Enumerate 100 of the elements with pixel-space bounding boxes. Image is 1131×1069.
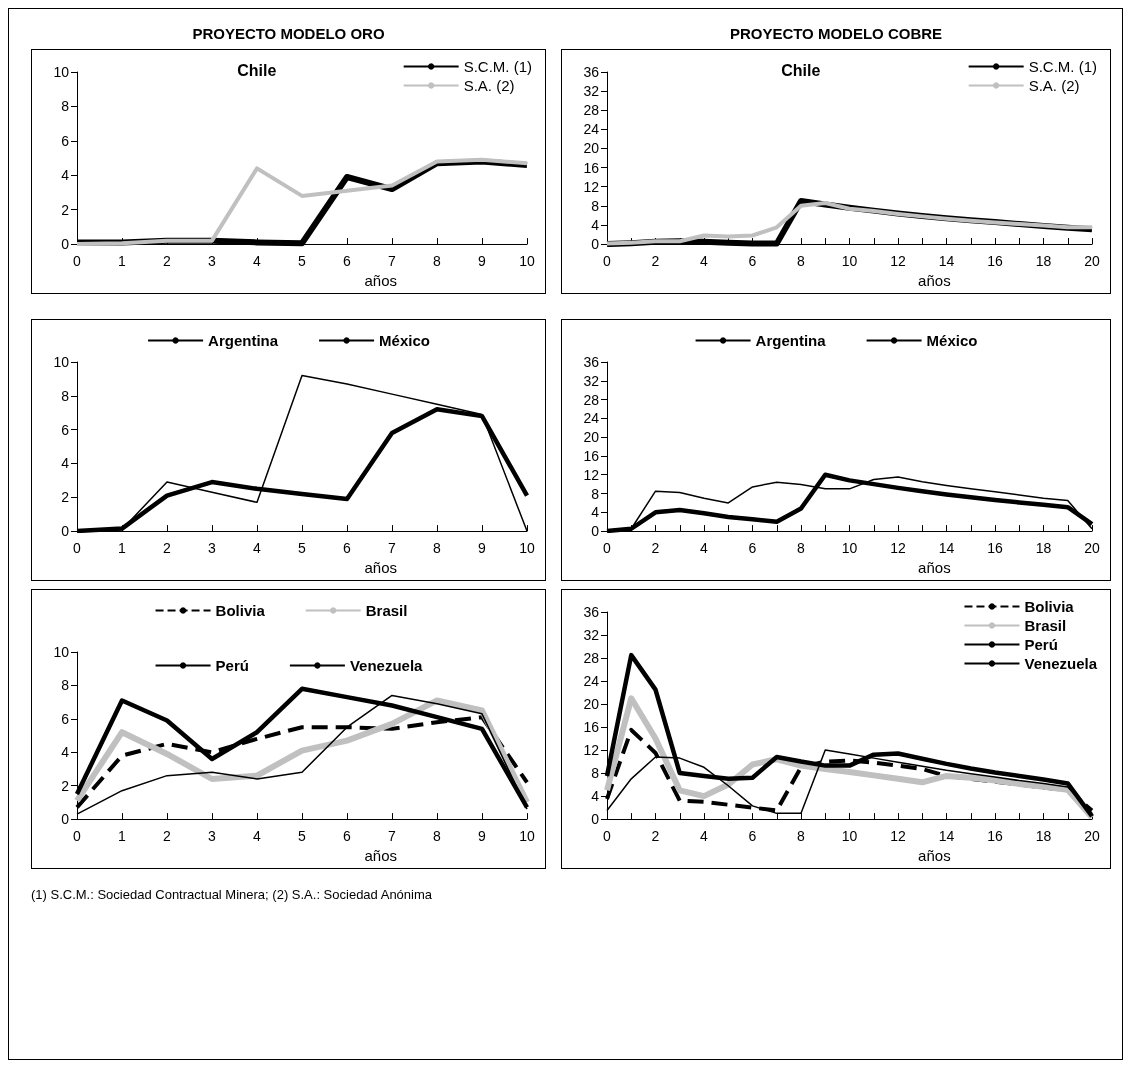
y-tick-label: 12 bbox=[583, 178, 600, 195]
y-tick-label: 16 bbox=[583, 159, 600, 176]
x-axis-title: años bbox=[918, 847, 951, 864]
y-tick-label: 0 bbox=[591, 811, 600, 828]
legend-label: S.A. (2) bbox=[1028, 77, 1080, 94]
x-tick-label: 0 bbox=[73, 828, 82, 845]
y-tick-label: 36 bbox=[583, 604, 600, 620]
y-tick-label: 28 bbox=[583, 391, 600, 408]
x-tick-label: 6 bbox=[748, 253, 757, 270]
x-tick-label: 10 bbox=[841, 540, 858, 557]
y-tick-label: 28 bbox=[583, 102, 600, 119]
x-tick-label: 2 bbox=[163, 253, 172, 270]
x-tick-label: 8 bbox=[433, 828, 442, 845]
x-tick-label: 6 bbox=[343, 253, 352, 270]
x-tick-label: 6 bbox=[748, 828, 757, 845]
y-tick-label: 0 bbox=[591, 523, 600, 540]
x-tick-label: 8 bbox=[433, 540, 442, 557]
x-tick-label: 7 bbox=[388, 828, 397, 845]
x-tick-label: 2 bbox=[651, 540, 660, 557]
legend-label: Argentina bbox=[755, 332, 827, 349]
y-tick-label: 6 bbox=[61, 132, 70, 149]
x-tick-label: 18 bbox=[1035, 253, 1052, 270]
annotation: Chile bbox=[781, 61, 821, 79]
y-tick-label: 0 bbox=[591, 236, 600, 253]
x-tick-label: 20 bbox=[1084, 253, 1100, 270]
x-tick-label: 0 bbox=[73, 540, 82, 557]
x-tick-label: 8 bbox=[797, 253, 806, 270]
y-tick-label: 16 bbox=[583, 447, 600, 464]
legend-label: Brasil bbox=[1024, 617, 1067, 634]
legend-label: Bolivia bbox=[1024, 598, 1075, 615]
x-tick-label: 3 bbox=[208, 253, 217, 270]
text: (1) S.C.M.: Sociedad Contractual Minera; (2) S.A.: Sociedad Anónima bbox=[31, 887, 434, 902]
x-tick-label: 0 bbox=[73, 253, 82, 270]
y-tick-label: 0 bbox=[61, 523, 70, 540]
x-tick-label: 1 bbox=[118, 828, 127, 845]
y-tick-label: 8 bbox=[591, 197, 600, 214]
y-tick-label: 8 bbox=[591, 485, 600, 502]
y-tick-label: 20 bbox=[583, 140, 600, 157]
y-tick-label: 4 bbox=[591, 504, 600, 521]
y-tick-label: 6 bbox=[61, 421, 70, 438]
y-tick-label: 32 bbox=[583, 83, 600, 100]
x-tick-label: 7 bbox=[388, 540, 397, 557]
x-tick-label: 8 bbox=[433, 253, 442, 270]
x-tick-label: 1 bbox=[118, 540, 127, 557]
x-axis-title: años bbox=[364, 847, 398, 864]
y-tick-label: 4 bbox=[61, 167, 70, 184]
x-tick-label: 18 bbox=[1035, 540, 1052, 557]
y-tick-label: 10 bbox=[53, 354, 70, 370]
x-tick-label: 4 bbox=[253, 540, 262, 557]
x-tick-label: 0 bbox=[603, 828, 612, 845]
x-axis-title: años bbox=[918, 559, 951, 576]
y-tick-label: 8 bbox=[591, 765, 600, 782]
y-tick-label: 4 bbox=[61, 455, 70, 472]
y-tick-label: 0 bbox=[61, 811, 70, 828]
x-tick-label: 5 bbox=[298, 540, 307, 557]
y-tick-label: 16 bbox=[583, 719, 600, 736]
annotation: Chile bbox=[237, 61, 277, 79]
legend-label: México bbox=[926, 332, 978, 349]
y-tick-label: 32 bbox=[583, 372, 600, 389]
legend-label: Argentina bbox=[208, 332, 279, 349]
y-tick-label: 2 bbox=[61, 777, 70, 794]
x-tick-label: 4 bbox=[700, 253, 709, 270]
x-tick-label: 4 bbox=[253, 253, 262, 270]
x-tick-label: 3 bbox=[208, 540, 217, 557]
x-tick-label: 12 bbox=[890, 253, 906, 270]
legend-label: Perú bbox=[1024, 636, 1058, 653]
y-tick-label: 36 bbox=[583, 354, 600, 370]
x-tick-label: 9 bbox=[478, 828, 487, 845]
legend-label: Brasil bbox=[365, 602, 408, 619]
y-tick-label: 2 bbox=[61, 201, 70, 218]
x-tick-label: 18 bbox=[1035, 828, 1052, 845]
y-tick-label: 4 bbox=[61, 744, 70, 761]
x-tick-label: 10 bbox=[519, 253, 535, 270]
y-tick-label: 2 bbox=[61, 489, 70, 506]
x-axis-title: años bbox=[364, 272, 398, 289]
y-tick-label: 20 bbox=[583, 429, 600, 446]
x-tick-label: 14 bbox=[938, 253, 955, 270]
y-tick-label: 10 bbox=[53, 644, 70, 660]
x-axis-title: años bbox=[918, 272, 951, 289]
x-tick-label: 0 bbox=[603, 540, 612, 557]
y-tick-label: 24 bbox=[583, 121, 600, 138]
legend-label: México bbox=[379, 332, 430, 349]
y-tick-label: 0 bbox=[61, 236, 70, 253]
y-tick-label: 4 bbox=[591, 788, 600, 805]
legend-label: Bolivia bbox=[215, 602, 266, 619]
x-tick-label: 6 bbox=[343, 540, 352, 557]
x-axis-title: años bbox=[364, 559, 398, 576]
x-tick-label: 4 bbox=[253, 828, 262, 845]
y-tick-label: 20 bbox=[583, 696, 600, 713]
x-tick-label: 2 bbox=[163, 540, 172, 557]
x-tick-label: 10 bbox=[519, 828, 535, 845]
x-tick-label: 4 bbox=[700, 828, 709, 845]
y-tick-label: 36 bbox=[583, 64, 600, 80]
x-tick-label: 20 bbox=[1084, 828, 1100, 845]
x-tick-label: 16 bbox=[987, 828, 1003, 845]
x-tick-label: 9 bbox=[478, 253, 487, 270]
x-tick-label: 3 bbox=[208, 828, 217, 845]
chart-title: PROYECTO MODELO COBRE bbox=[728, 24, 944, 44]
x-tick-label: 2 bbox=[651, 253, 660, 270]
legend-label: S.C.M. (1) bbox=[1028, 58, 1098, 75]
